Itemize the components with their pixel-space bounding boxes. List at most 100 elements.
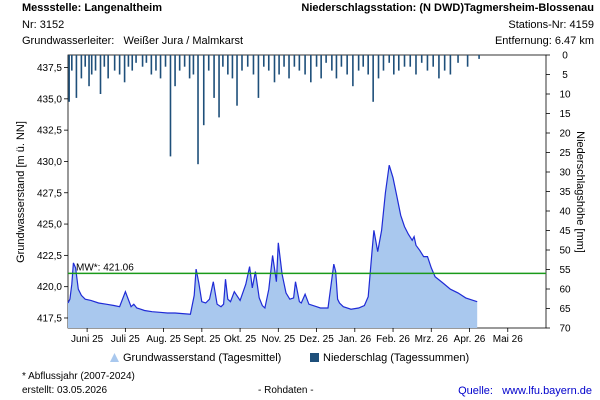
precip-bar — [103, 55, 106, 67]
y2-tick-label: 45 — [559, 226, 571, 237]
plot-frame — [67, 54, 547, 329]
precip-bar — [231, 55, 234, 79]
precip-bar — [420, 55, 423, 63]
precip-bar — [145, 55, 148, 63]
precip-bar — [352, 55, 354, 87]
legend-groundwater-swatch — [110, 353, 119, 362]
precip-bar — [382, 55, 385, 71]
x-tick-label: Apr. 26 — [454, 334, 486, 345]
precip-bar — [397, 55, 400, 71]
precip-bar — [432, 55, 434, 67]
precip-bar — [164, 55, 167, 67]
x-axis: Juni 25 Juli 25 Aug. 25 Sept. 25 Okt. 25 Nov.… — [71, 328, 523, 345]
precip-bar — [90, 55, 93, 75]
precip-bar — [262, 55, 265, 67]
y2-tick-label: 60 — [559, 285, 571, 296]
legend-precip-label: Niederschlag (Tagessummen) — [323, 352, 470, 364]
precip-bar — [174, 55, 176, 87]
precip-bar — [218, 55, 220, 118]
aquifer-label: Grundwasserleiter: — [22, 35, 115, 47]
precip-bar — [118, 55, 121, 75]
precip-bar — [207, 55, 210, 71]
precip-bar — [159, 55, 162, 79]
precip-bar — [213, 55, 215, 98]
legend-precip-swatch — [310, 353, 319, 362]
precip-bar — [127, 55, 130, 67]
footnote: * Abflussjahr (2007-2024) — [22, 371, 135, 382]
station-title: Messstelle: Langenaltheim — [22, 2, 162, 14]
precip-bar — [227, 55, 229, 75]
y2-tick-label: 0 — [562, 51, 568, 62]
precip-bar — [88, 55, 90, 87]
x-tick-label: Okt. 25 — [224, 334, 257, 345]
aquifer-row: Grundwasserleiter: Weißer Jura / Malmkar… — [22, 35, 243, 47]
y2-tick-label: 20 — [559, 129, 571, 140]
legend-precip: Niederschlag (Tagessummen) — [310, 352, 469, 364]
precip-bar — [99, 55, 102, 94]
y2-axis: 0 5 10 15 20 25 30 35 40 45 50 55 60 65 70 — [546, 51, 571, 335]
x-tick-label: Mrz. 26 — [415, 334, 449, 345]
y-tick-label: 425,0 — [37, 220, 62, 231]
precip-bar — [202, 55, 205, 126]
precip-bar — [293, 55, 296, 67]
precip-bar — [113, 55, 116, 71]
x-tick-label: Mai 26 — [493, 334, 523, 345]
precip-bar — [449, 55, 452, 75]
precip-bar — [340, 55, 343, 67]
precip-bar — [123, 55, 126, 83]
y-tick-label: 422,5 — [37, 251, 62, 262]
y2-tick-label: 50 — [559, 246, 571, 257]
y-tick-label: 417,5 — [37, 313, 62, 324]
precip-bar — [278, 55, 280, 75]
precip-bar — [94, 55, 97, 71]
precip-bar — [357, 55, 360, 71]
precip-bar — [246, 55, 249, 67]
precip-bar — [169, 55, 172, 157]
precip-bar — [335, 55, 338, 79]
precip-bar — [367, 55, 369, 75]
precip-bar — [283, 55, 285, 67]
precip-bar — [372, 55, 374, 102]
precip-bar — [304, 55, 306, 75]
y-tick-label: 430,0 — [37, 157, 62, 168]
precip-bar — [192, 55, 195, 75]
precip-bar — [131, 55, 134, 71]
y-tick-label: 427,5 — [37, 188, 62, 199]
y2-tick-label: 35 — [559, 187, 571, 198]
y-tick-label: 420,0 — [37, 282, 62, 293]
precip-bar — [178, 55, 181, 71]
precip-bar — [315, 55, 318, 67]
x-tick-label: Aug. 25 — [146, 334, 181, 345]
precip-bar — [257, 55, 260, 98]
precip-bars — [68, 55, 480, 165]
precip-bar — [310, 55, 312, 83]
precip-bar — [362, 55, 365, 67]
source-label: Quelle: — [458, 385, 493, 397]
precip-bar — [71, 55, 73, 71]
y2-tick-label: 70 — [559, 324, 571, 335]
x-tick-label: Jan. 26 — [338, 334, 371, 345]
source-link[interactable]: www.lfu.bayern.de — [502, 385, 592, 397]
precip-bar — [478, 55, 480, 59]
aquifer-value: Weißer Jura / Malmkarst — [123, 35, 244, 47]
precip-bar — [68, 55, 70, 102]
source-credit: Quelle: www.lfu.bayern.de — [458, 385, 592, 397]
precip-bar — [252, 55, 255, 75]
precip-bar — [80, 55, 83, 79]
precip-bar — [377, 55, 380, 79]
x-tick-label: Sept. 25 — [183, 334, 221, 345]
precip-bar — [197, 55, 199, 165]
precip-bar — [107, 55, 109, 79]
precip-station-title: Niederschlagsstation: (N DWD)Tagmersheim… — [301, 2, 594, 14]
precip-bar — [155, 55, 157, 71]
precip-bar — [75, 55, 78, 98]
groundwater-line — [67, 165, 478, 315]
precip-bar — [443, 55, 446, 71]
precip-bar — [320, 55, 322, 79]
precip-distance: Entfernung: 6.47 km — [494, 35, 594, 47]
x-tick-label: Nov. 25 — [261, 334, 295, 345]
y-tick-label: 435,0 — [37, 94, 62, 105]
y-tick-label: 432,5 — [37, 126, 62, 137]
precip-bar — [183, 55, 186, 67]
precip-station-number: Stations-Nr: 4159 — [508, 19, 594, 31]
